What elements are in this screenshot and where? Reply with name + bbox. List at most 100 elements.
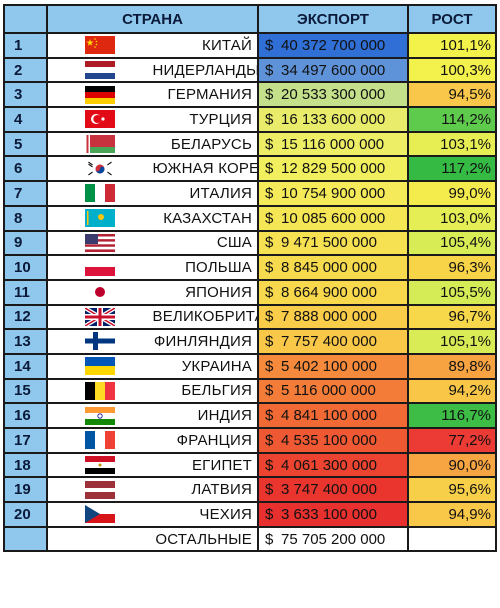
header-country: СТРАНА	[46, 4, 259, 34]
kazakhstan-flag	[85, 209, 116, 228]
rank-cell: 7	[3, 180, 48, 207]
export-value: 5 116 000 000	[281, 382, 376, 400]
table-row: 13 ФИНЛЯНДИЯ $7 757 400 000 105,1%	[3, 328, 497, 355]
country-cell: ФРАНЦИЯ	[152, 427, 259, 454]
growth-cell: 95,6%	[407, 476, 497, 504]
export-cell: $34 497 600 000	[257, 56, 409, 84]
header-row: СТРАНА ЭКСПОРТ РОСТ	[3, 4, 497, 34]
export-cell: $10 085 600 000	[257, 204, 409, 232]
turkey-flag	[85, 110, 116, 129]
country-cell: ЮЖНАЯ КОРЕЯ	[152, 155, 259, 183]
currency-symbol: $	[265, 86, 274, 104]
czechia-flag	[85, 505, 116, 524]
rank-cell: 17	[3, 427, 48, 454]
country-cell: ИТАЛИЯ	[152, 180, 259, 207]
currency-symbol: $	[265, 110, 274, 128]
table-row: 9 США $9 471 500 000 105,4%	[3, 229, 497, 257]
flag-cell	[46, 56, 153, 84]
export-cell: $20 533 300 000	[257, 81, 409, 109]
flag-cell	[46, 130, 153, 158]
export-value: 3 747 400 000	[281, 481, 377, 499]
export-cell: $3 747 400 000	[257, 476, 409, 504]
growth-cell: 94,9%	[407, 501, 497, 528]
rank-cell: 13	[3, 328, 48, 355]
currency-symbol: $	[265, 431, 274, 449]
table-row: 15 БЕЛЬГИЯ $5 116 000 000 94,2%	[3, 377, 497, 405]
country-cell: ТУРЦИЯ	[152, 106, 259, 133]
currency-symbol: $	[265, 382, 274, 400]
growth-cell: 117,2%	[407, 155, 497, 183]
flag-cell	[46, 377, 153, 405]
country-cell: ГЕРМАНИЯ	[152, 81, 259, 109]
currency-symbol: $	[265, 234, 274, 252]
others-growth-cell	[407, 525, 497, 553]
rank-cell: 8	[3, 204, 48, 232]
export-value: 3 633 100 000	[281, 505, 377, 523]
table-row: 11 ЯПОНИЯ $8 664 900 000 105,5%	[3, 278, 497, 306]
flag-cell	[46, 303, 153, 331]
country-cell: США	[152, 229, 259, 257]
country-cell: УКРАИНА	[152, 352, 259, 380]
rank-cell: 6	[3, 155, 48, 183]
rank-cell: 10	[3, 254, 48, 281]
growth-cell: 116,7%	[407, 402, 497, 429]
export-value: 8 664 900 000	[281, 283, 377, 301]
currency-symbol: $	[265, 407, 274, 425]
currency-symbol: $	[265, 481, 274, 499]
export-cell: $7 757 400 000	[257, 328, 409, 355]
rank-cell: 15	[3, 377, 48, 405]
export-value: 10 754 900 000	[281, 184, 386, 202]
rank-cell: 3	[3, 81, 48, 109]
export-value: 4 535 100 000	[281, 431, 377, 449]
flag-cell	[46, 328, 153, 355]
export-cell: $4 535 100 000	[257, 427, 409, 454]
growth-cell: 77,2%	[407, 427, 497, 454]
flag-cell	[46, 254, 153, 281]
country-cell: БЕЛАРУСЬ	[152, 130, 259, 158]
growth-cell: 105,5%	[407, 278, 497, 306]
export-value: 4 061 300 000	[281, 456, 377, 474]
export-value: 12 829 500 000	[281, 160, 386, 178]
rank-cell-empty	[3, 525, 48, 553]
export-cell: $40 372 700 000	[257, 32, 409, 59]
country-cell: КИТАЙ	[152, 32, 259, 59]
export-cell: $4 061 300 000	[257, 451, 409, 479]
table-row: 7 ИТАЛИЯ $10 754 900 000 99,0%	[3, 180, 497, 207]
export-value: 7 757 400 000	[281, 333, 377, 351]
flag-cell	[46, 402, 153, 429]
growth-cell: 94,2%	[407, 377, 497, 405]
rank-cell: 18	[3, 451, 48, 479]
flag-cell	[46, 106, 153, 133]
egypt-flag	[85, 455, 116, 474]
export-cell: $7 888 000 000	[257, 303, 409, 331]
header-export: ЭКСПОРТ	[257, 4, 409, 34]
rank-cell: 20	[3, 501, 48, 528]
others-export-value: 75 705 200 000	[281, 530, 386, 548]
uk-flag	[85, 307, 116, 326]
japan-flag	[85, 283, 116, 302]
header-rank	[3, 4, 48, 34]
belgium-flag	[85, 381, 116, 400]
country-cell: НИДЕРЛАНДЫ	[152, 56, 259, 84]
export-value: 34 497 600 000	[281, 61, 386, 79]
table-row: 17 ФРАНЦИЯ $4 535 100 000 77,2%	[3, 427, 497, 454]
export-value: 16 133 600 000	[281, 110, 386, 128]
table-row: 16 ИНДИЯ $4 841 100 000 116,7%	[3, 402, 497, 429]
growth-cell: 103,1%	[407, 130, 497, 158]
currency-symbol: $	[265, 357, 274, 375]
latvia-flag	[85, 480, 116, 499]
export-cell: $5 116 000 000	[257, 377, 409, 405]
currency-symbol: $	[265, 308, 274, 326]
belarus-flag	[85, 134, 116, 153]
export-cell: $9 471 500 000	[257, 229, 409, 257]
export-table: СТРАНА ЭКСПОРТ РОСТ 1 КИТАЙ $40 372 700 …	[3, 4, 497, 553]
growth-cell: 105,4%	[407, 229, 497, 257]
ukraine-flag	[85, 357, 116, 376]
flag-cell	[46, 229, 153, 257]
flag-cell	[46, 476, 153, 504]
table-row: 1 КИТАЙ $40 372 700 000 101,1%	[3, 32, 497, 59]
header-growth: РОСТ	[407, 4, 497, 34]
currency-symbol: $	[265, 160, 274, 178]
growth-cell: 101,1%	[407, 32, 497, 59]
export-value: 7 888 000 000	[281, 308, 377, 326]
